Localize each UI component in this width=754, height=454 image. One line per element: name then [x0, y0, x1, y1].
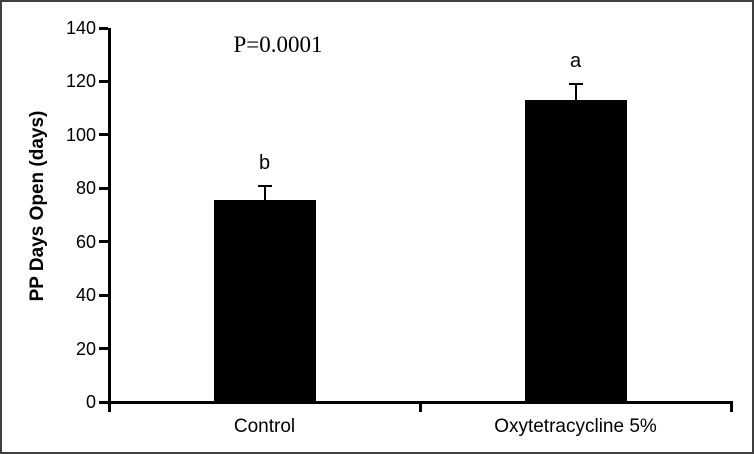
- error-bar-stem: [263, 185, 266, 205]
- x-tick-mark: [107, 404, 111, 412]
- x-tick-mark: [729, 404, 733, 412]
- error-bar-cap: [257, 184, 272, 187]
- y-tick-mark: [99, 347, 108, 351]
- y-axis-line: [107, 28, 111, 405]
- y-tick-label: 0: [85, 392, 96, 412]
- y-tick-label: 20: [75, 338, 96, 359]
- y-tick-mark: [99, 186, 108, 190]
- y-tick-label: 140: [65, 18, 96, 38]
- error-bar-stem: [574, 84, 577, 105]
- y-tick-mark: [99, 240, 108, 244]
- p-value-annotation: P=0.0001: [233, 32, 323, 57]
- y-tick-mark: [99, 79, 108, 83]
- y-tick-mark: [99, 400, 108, 404]
- y-tick-label: 100: [65, 124, 96, 145]
- y-tick-mark: [99, 26, 108, 30]
- x-category-label: Oxytetracycline 5%: [494, 416, 657, 437]
- y-tick-mark: [99, 133, 108, 137]
- y-tick-mark: [99, 293, 108, 297]
- y-tick-label: 60: [75, 231, 96, 252]
- bar-oxytetracycline-5-: [524, 100, 627, 402]
- y-tick-label: 120: [65, 71, 96, 92]
- x-category-label: Control: [233, 416, 296, 437]
- y-tick-label: 40: [75, 285, 96, 306]
- y-tick-label: 80: [75, 178, 96, 199]
- significance-letter: b: [258, 151, 271, 174]
- error-bar-cap: [568, 83, 583, 86]
- x-tick-mark: [418, 404, 422, 412]
- x-axis-line: [107, 401, 733, 404]
- bar-control: [213, 200, 316, 402]
- significance-letter: a: [569, 50, 582, 73]
